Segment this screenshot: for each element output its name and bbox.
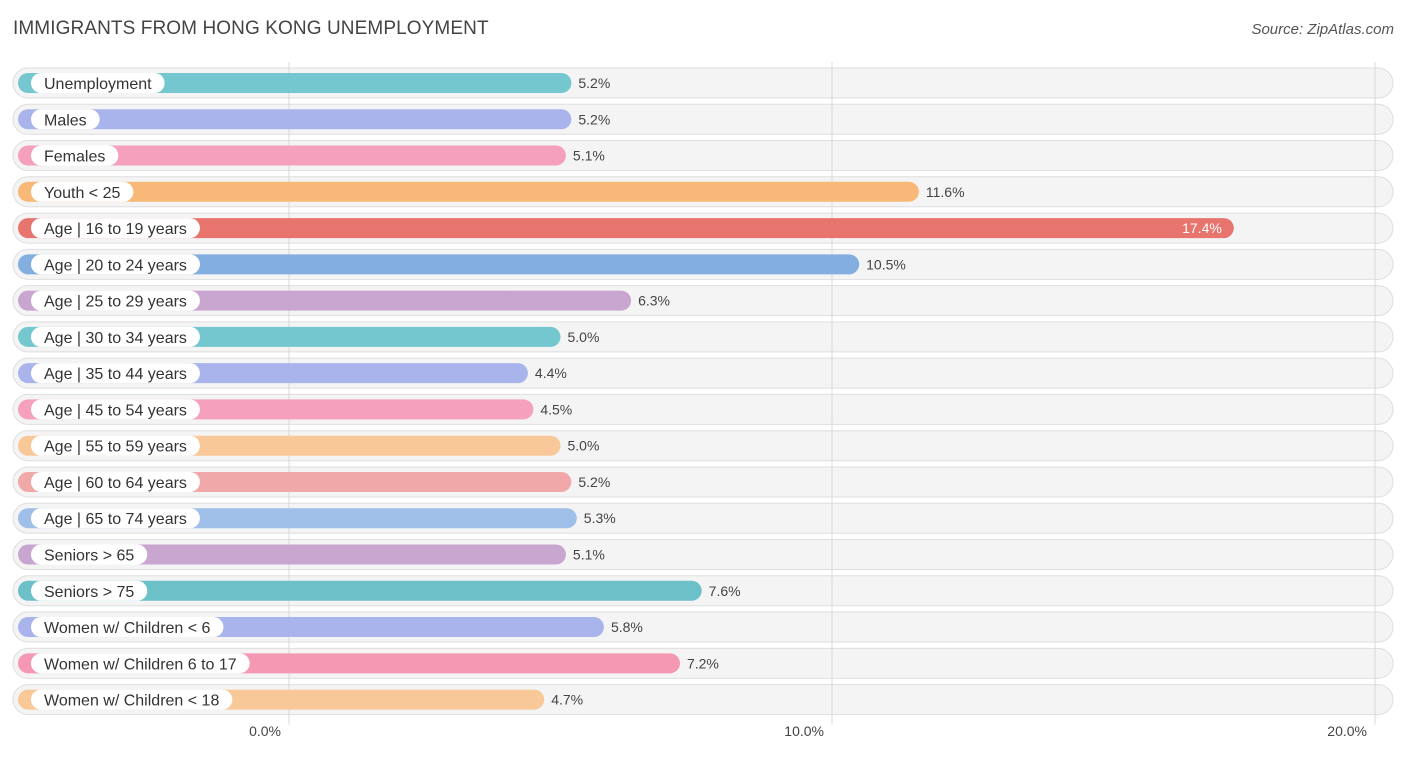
bar-row: Women w/ Children 6 to 17 7.2% (18, 653, 719, 674)
category-label-pill (31, 399, 200, 420)
category-label: Women w/ Children < 6 (44, 620, 211, 637)
category-label: Age | 35 to 44 years (44, 366, 187, 383)
category-label-pill (31, 181, 134, 202)
bar-row: Seniors > 75 7.6% (18, 580, 741, 601)
category-label: Age | 55 to 59 years (44, 439, 187, 456)
bar-row: Age | 30 to 34 years 5.0% (18, 326, 600, 347)
category-label-pill (31, 254, 200, 275)
category-label: Youth < 25 (44, 185, 120, 202)
x-tick-label: 10.0% (784, 723, 824, 739)
bar-row: Females 5.1% (18, 145, 605, 166)
category-label-pill (31, 653, 250, 674)
value-label: 5.1% (573, 148, 605, 164)
value-label: 5.2% (578, 474, 610, 490)
value-label: 4.5% (540, 401, 572, 417)
category-label-pill (31, 580, 148, 601)
category-label: Seniors > 75 (44, 584, 134, 601)
bar-row: Unemployment 5.2% (18, 73, 610, 93)
bar-row: Women w/ Children < 18 4.7% (18, 689, 583, 710)
value-label: 5.3% (584, 510, 616, 526)
category-label: Seniors > 65 (44, 548, 134, 565)
value-label: 5.1% (573, 547, 605, 563)
bar-row: Age | 16 to 19 years 17.4% (18, 218, 1234, 239)
bar-row: Age | 60 to 64 years 5.2% (18, 471, 610, 492)
bar (18, 145, 566, 166)
category-label-pill (31, 73, 165, 93)
category-label-pill (31, 109, 100, 130)
value-label: 5.0% (568, 329, 600, 345)
bar (18, 544, 566, 565)
category-label-pill (31, 218, 200, 239)
category-label: Women w/ Children 6 to 17 (44, 656, 237, 673)
bar-row: Age | 25 to 29 years 6.3% (18, 290, 670, 311)
bar-row: Age | 65 to 74 years 5.3% (18, 508, 616, 529)
value-label: 7.6% (709, 583, 741, 599)
category-label-pill (31, 471, 200, 492)
category-label: Age | 60 to 64 years (44, 475, 187, 492)
category-label: Age | 20 to 24 years (44, 257, 187, 274)
category-label: Age | 25 to 29 years (44, 294, 187, 311)
category-label-pill (31, 290, 200, 311)
category-label-pill (31, 326, 200, 347)
category-label-pill (31, 689, 233, 710)
value-label: 10.5% (866, 256, 906, 272)
x-tick-label: 0.0% (249, 723, 281, 739)
value-label: 5.0% (568, 438, 600, 454)
bar-row: Age | 45 to 54 years 4.5% (18, 399, 572, 420)
category-label-pill (31, 435, 200, 456)
category-label-pill (31, 617, 224, 638)
value-label: 6.3% (638, 293, 670, 309)
value-label: 5.2% (578, 75, 610, 91)
bar (18, 109, 572, 130)
value-label: 5.2% (578, 111, 610, 127)
category-label-pill (31, 508, 200, 529)
bar-row: Women w/ Children < 6 5.8% (18, 617, 643, 638)
value-label: 11.6% (926, 184, 965, 200)
bar-row: Youth < 25 11.6% (18, 181, 965, 202)
category-label: Age | 45 to 54 years (44, 402, 187, 419)
category-label: Males (44, 112, 87, 129)
category-label-pill (31, 363, 200, 384)
category-label: Females (44, 149, 105, 166)
source-credit: Source: ZipAtlas.com (1251, 21, 1394, 38)
bar (18, 580, 702, 601)
category-label: Unemployment (44, 76, 152, 93)
category-label: Age | 16 to 19 years (44, 221, 187, 238)
bar-row: Age | 55 to 59 years 5.0% (18, 435, 600, 456)
chart-title: IMMIGRANTS FROM HONG KONG UNEMPLOYMENT (13, 18, 489, 39)
value-label: 4.4% (535, 365, 567, 381)
category-label: Age | 65 to 74 years (44, 511, 187, 528)
bar (18, 254, 860, 275)
bar-row: Age | 20 to 24 years 10.5% (18, 254, 906, 275)
bar (18, 181, 919, 202)
value-label: 5.8% (611, 619, 643, 635)
bar-row: Age | 35 to 44 years 4.4% (18, 363, 567, 384)
value-label: 7.2% (687, 655, 719, 671)
category-label-pill (31, 544, 148, 565)
x-tick-label: 20.0% (1327, 723, 1367, 739)
category-label-pill (31, 145, 119, 166)
category-label: Women w/ Children < 18 (44, 693, 219, 710)
bar (18, 218, 1234, 239)
category-label: Age | 30 to 34 years (44, 330, 187, 347)
value-label: 17.4% (1182, 220, 1222, 236)
bar-row: Seniors > 65 5.1% (18, 544, 605, 565)
bar-row: Males 5.2% (18, 109, 610, 130)
value-label: 4.7% (551, 692, 583, 708)
